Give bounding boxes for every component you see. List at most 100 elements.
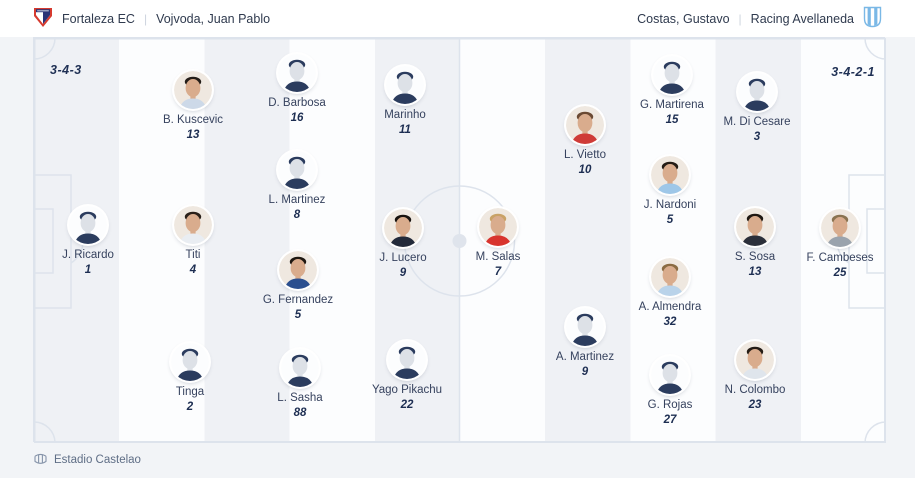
player-number: 23 <box>748 399 762 411</box>
player-name: Marinho <box>384 109 426 121</box>
home-team-name[interactable]: Fortaleza EC <box>62 11 135 26</box>
player-number: 11 <box>399 124 411 136</box>
player-avatar-icon <box>384 209 422 247</box>
venue-row: Estadio Castelao <box>33 452 141 468</box>
stadium-icon <box>33 452 48 468</box>
player-avatar-icon <box>386 66 424 104</box>
player-avatar-icon <box>738 73 776 111</box>
player-avatar-icon <box>651 356 689 394</box>
player-name: L. Martinez <box>268 194 326 206</box>
player-home-4[interactable]: Titi 4 <box>138 206 248 277</box>
player-avatar-icon <box>736 341 774 379</box>
venue-name: Estadio Castelao <box>54 454 141 466</box>
player-away-23[interactable]: N. Colombo 23 <box>700 341 810 412</box>
player-name: Titi <box>185 249 201 261</box>
player-number: 1 <box>84 264 92 276</box>
player-name: B. Kuscevic <box>162 114 224 126</box>
player-avatar-icon <box>278 54 316 92</box>
player-number: 13 <box>748 266 762 278</box>
player-home-16[interactable]: D. Barbosa 16 <box>242 54 352 125</box>
player-away-7[interactable]: M. Salas 7 <box>443 208 553 279</box>
player-home-22[interactable]: Yago Pikachu 22 <box>352 341 462 412</box>
player-avatar-icon <box>171 343 209 381</box>
away-formation-label: 3-4-2-1 <box>831 65 875 79</box>
player-name: J. Lucero <box>379 252 427 264</box>
home-team-header: Fortaleza EC | Vojvoda, Juan Pablo <box>33 6 270 31</box>
away-team-header: Costas, Gustavo | Racing Avellaneda <box>637 6 882 31</box>
player-away-15[interactable]: G. Martirena 15 <box>617 56 727 127</box>
player-avatar-icon <box>651 258 689 296</box>
player-name: L. Sasha <box>277 392 323 404</box>
player-avatar-icon <box>566 106 604 144</box>
player-number: 15 <box>665 114 679 126</box>
player-home-8[interactable]: L. Martinez 8 <box>242 151 352 222</box>
player-avatar-icon <box>278 151 316 189</box>
player-number: 4 <box>189 264 197 276</box>
away-manager-name[interactable]: Costas, Gustavo <box>637 11 730 26</box>
player-name: A. Almendra <box>638 301 702 313</box>
player-home-11[interactable]: Marinho 11 <box>350 66 460 137</box>
player-avatar-icon <box>69 206 107 244</box>
player-away-9[interactable]: A. Martinez 9 <box>530 308 640 379</box>
player-away-27[interactable]: G. Rojas 27 <box>615 356 725 427</box>
player-name: J. Ricardo <box>62 249 114 261</box>
fortaleza-crest-icon <box>33 6 53 31</box>
player-number: 9 <box>399 267 407 279</box>
player-away-13[interactable]: S. Sosa 13 <box>700 208 810 279</box>
player-avatar-icon <box>566 308 604 346</box>
player-number: 27 <box>663 414 677 426</box>
header-divider: | <box>738 11 742 26</box>
player-number: 9 <box>581 366 589 378</box>
player-name: M. Di Cesare <box>723 116 791 128</box>
player-name: Yago Pikachu <box>371 384 443 396</box>
player-avatar-icon <box>821 209 859 247</box>
home-manager-name[interactable]: Vojvoda, Juan Pablo <box>156 11 271 26</box>
away-team-name[interactable]: Racing Avellaneda <box>750 11 854 26</box>
player-avatar-icon <box>736 208 774 246</box>
player-avatar-icon <box>388 341 426 379</box>
player-away-3[interactable]: M. Di Cesare 3 <box>702 73 812 144</box>
player-number: 5 <box>294 309 302 321</box>
player-avatar-icon <box>281 349 319 387</box>
player-home-13[interactable]: B. Kuscevic 13 <box>138 71 248 142</box>
player-name: N. Colombo <box>724 384 786 396</box>
player-home-2[interactable]: Tinga 2 <box>135 343 245 414</box>
player-avatar-icon <box>279 251 317 289</box>
player-number: 13 <box>186 129 200 141</box>
lineups-header: Fortaleza EC | Vojvoda, Juan Pablo Costa… <box>0 0 915 37</box>
player-number: 88 <box>293 407 307 419</box>
player-name: F. Cambeses <box>806 252 874 264</box>
racing-crest-icon <box>863 6 882 31</box>
player-avatar-icon <box>479 208 517 246</box>
player-name: J. Nardoni <box>643 199 697 211</box>
player-name: A. Martinez <box>555 351 615 363</box>
player-number: 8 <box>293 209 301 221</box>
player-home-88[interactable]: L. Sasha 88 <box>245 349 355 420</box>
player-avatar-icon <box>174 71 212 109</box>
player-home-1[interactable]: J. Ricardo 1 <box>33 206 143 277</box>
player-avatar-icon <box>174 206 212 244</box>
player-number: 32 <box>663 316 677 328</box>
player-away-10[interactable]: L. Vietto 10 <box>530 106 640 177</box>
player-number: 16 <box>290 112 304 124</box>
player-number: 10 <box>578 164 592 176</box>
home-formation-label: 3-4-3 <box>50 63 82 77</box>
player-home-5[interactable]: G. Fernandez 5 <box>243 251 353 322</box>
player-number: 2 <box>186 401 194 413</box>
player-name: G. Rojas <box>647 399 693 411</box>
player-away-32[interactable]: A. Almendra 32 <box>615 258 725 329</box>
player-name: M. Salas <box>475 251 521 263</box>
player-name: G. Martirena <box>640 99 704 111</box>
player-name: G. Fernandez <box>262 294 334 306</box>
player-away-25[interactable]: F. Cambeses 25 <box>785 209 895 280</box>
player-name: Tinga <box>175 386 205 398</box>
player-away-5[interactable]: J. Nardoni 5 <box>615 156 725 227</box>
player-home-9[interactable]: J. Lucero 9 <box>348 209 458 280</box>
player-avatar-icon <box>653 56 691 94</box>
player-avatar-icon <box>651 156 689 194</box>
player-name: D. Barbosa <box>268 97 326 109</box>
player-number: 3 <box>753 131 761 143</box>
player-number: 7 <box>494 266 502 278</box>
